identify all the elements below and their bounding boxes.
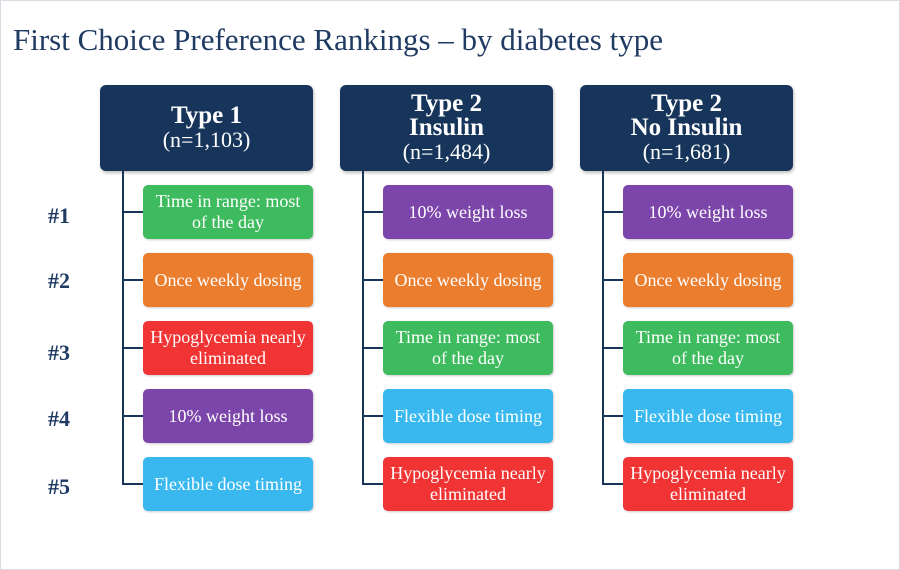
column-header: Type 2 Insulin (n=1,484)	[340, 85, 553, 171]
rank-label: #3	[48, 340, 70, 365]
column-header: Type 1 (n=1,103)	[100, 85, 313, 171]
preference-box: Once weekly dosing	[143, 253, 313, 307]
connector-branch	[122, 483, 146, 485]
preference-box: Time in range: most of the day	[623, 321, 793, 375]
connector-branch	[122, 347, 146, 349]
preference-box: Time in range: most of the day	[143, 185, 313, 239]
connector-branch	[362, 347, 386, 349]
column-name: Type 2 No Insulin	[630, 90, 743, 141]
preference-box: Flexible dose timing	[143, 457, 313, 511]
column-sample-size: (n=1,484)	[402, 139, 491, 164]
connector-branch	[602, 347, 626, 349]
rank-label: #1	[48, 203, 70, 228]
connector-branch	[122, 415, 146, 417]
rank-label: #5	[48, 474, 70, 499]
connector-line	[122, 171, 124, 485]
connector-branch	[602, 211, 626, 213]
preference-box: 10% weight loss	[143, 389, 313, 443]
rank-label: #2	[48, 268, 70, 293]
connector-branch	[362, 415, 386, 417]
preference-box: Time in range: most of the day	[383, 321, 553, 375]
column-header: Type 2 No Insulin (n=1,681)	[580, 85, 793, 171]
connector-line	[362, 171, 364, 485]
connector-line	[602, 171, 604, 485]
preference-box: 10% weight loss	[383, 185, 553, 239]
preference-box: Flexible dose timing	[383, 389, 553, 443]
connector-branch	[362, 483, 386, 485]
preference-box: Once weekly dosing	[383, 253, 553, 307]
column-sample-size: (n=1,103)	[162, 127, 251, 152]
preference-box: Flexible dose timing	[623, 389, 793, 443]
rank-label: #4	[48, 406, 70, 431]
preference-box: Hypoglycemia nearly eliminated	[623, 457, 793, 511]
column-name: Type 1	[170, 102, 243, 129]
connector-branch	[122, 279, 146, 281]
connector-branch	[602, 415, 626, 417]
connector-branch	[362, 279, 386, 281]
preference-box: 10% weight loss	[623, 185, 793, 239]
slide-title: First Choice Preference Rankings – by di…	[13, 22, 663, 57]
preference-box: Hypoglycemia nearly eliminated	[383, 457, 553, 511]
connector-branch	[122, 211, 146, 213]
preference-box: Once weekly dosing	[623, 253, 793, 307]
connector-branch	[362, 211, 386, 213]
column-name: Type 2 Insulin	[408, 90, 485, 141]
connector-branch	[602, 279, 626, 281]
connector-branch	[602, 483, 626, 485]
column-sample-size: (n=1,681)	[642, 139, 731, 164]
preference-box: Hypoglycemia nearly eliminated	[143, 321, 313, 375]
